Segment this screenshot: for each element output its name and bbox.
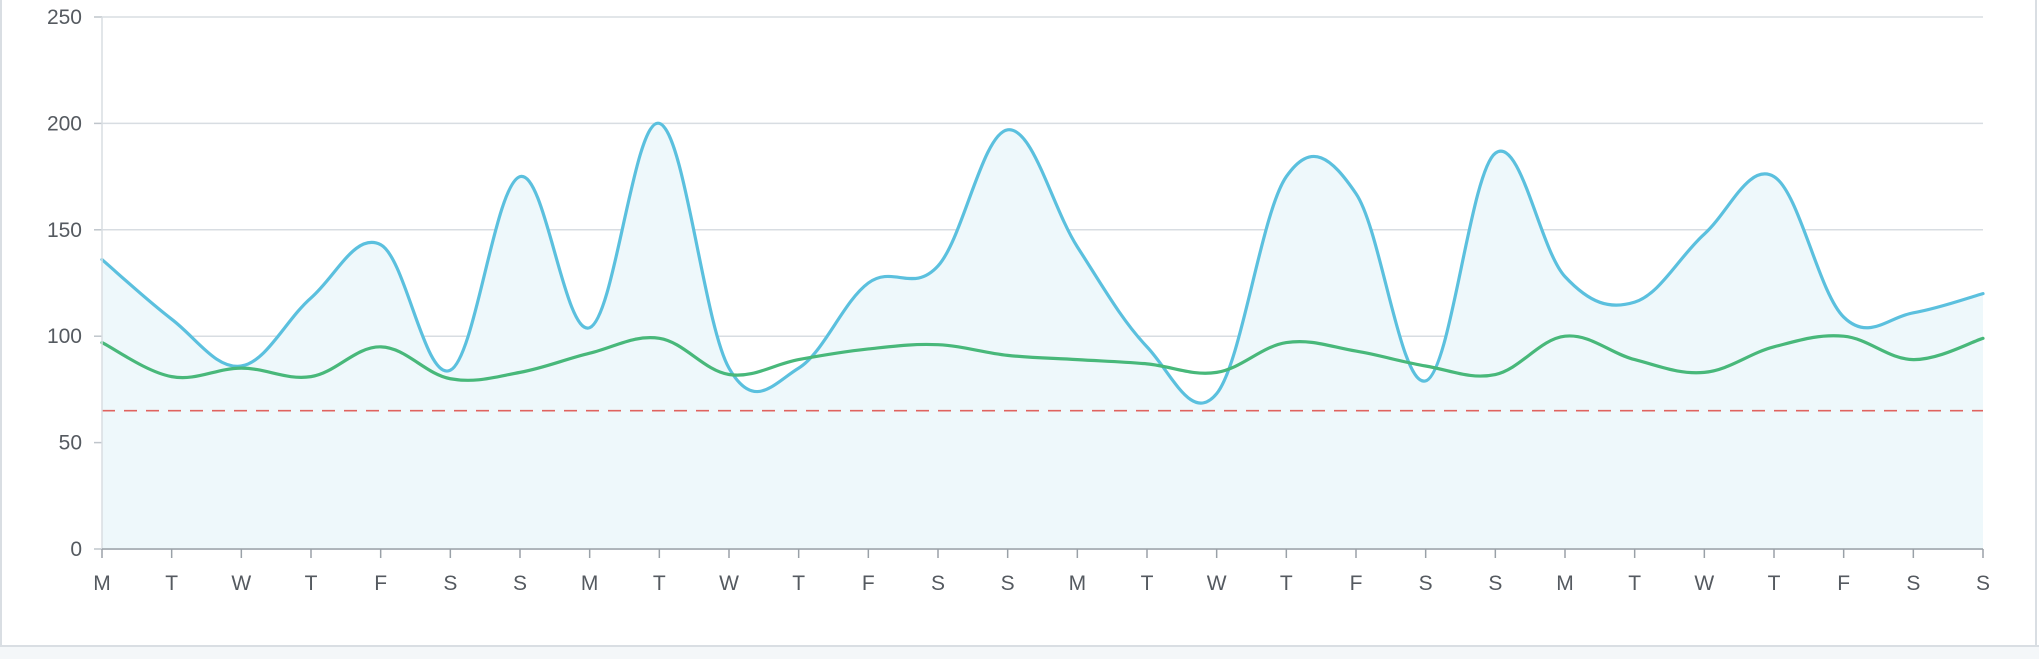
x-tick-label: T <box>792 572 805 595</box>
x-tick-label: S <box>1001 572 1015 595</box>
series-lines <box>100 121 1985 405</box>
x-tick-label: M <box>93 572 111 595</box>
x-tick-label: M <box>1556 572 1574 595</box>
x-tick-label: W <box>231 572 251 595</box>
x-tick-label: T <box>1280 572 1293 595</box>
x-tick-label: T <box>165 572 178 595</box>
x-tick-label: F <box>374 572 387 595</box>
x-tick-label: T <box>305 572 318 595</box>
series-areas <box>102 123 1983 550</box>
card-footer <box>0 645 2039 659</box>
x-tick-label: F <box>1350 572 1363 595</box>
y-tick-label: 0 <box>70 538 82 561</box>
series-area-1 <box>102 123 1983 550</box>
x-tick-label: F <box>1837 572 1850 595</box>
x-tick-label: T <box>1768 572 1781 595</box>
y-tick-label: 100 <box>47 325 82 348</box>
y-tick-label: 250 <box>47 6 82 29</box>
x-tick-label: T <box>653 572 666 595</box>
x-tick-label: S <box>443 572 457 595</box>
axes <box>101 17 1983 550</box>
x-tick-label: W <box>719 572 739 595</box>
series-line-1 <box>100 121 1985 405</box>
x-tick-label: S <box>1488 572 1502 595</box>
x-tick-label: T <box>1628 572 1641 595</box>
x-tick-label: S <box>513 572 527 595</box>
x-tick-label: W <box>1694 572 1714 595</box>
x-tick-label: S <box>1419 572 1433 595</box>
y-tick-label: 50 <box>59 432 82 455</box>
x-tick-label: W <box>1207 572 1227 595</box>
x-tick-label: F <box>862 572 875 595</box>
series-line-2 <box>100 334 1985 382</box>
x-tick-label: S <box>1906 572 1920 595</box>
x-tick-label: S <box>1976 572 1990 595</box>
y-axis-ticks: 0 50 100 150 200 250 <box>47 6 102 561</box>
y-tick-label: 200 <box>47 112 82 135</box>
x-tick-label: M <box>581 572 599 595</box>
x-tick-label: T <box>1141 572 1154 595</box>
y-tick-label: 150 <box>47 219 82 242</box>
x-tick-label: M <box>1069 572 1087 595</box>
x-tick-label: S <box>931 572 945 595</box>
